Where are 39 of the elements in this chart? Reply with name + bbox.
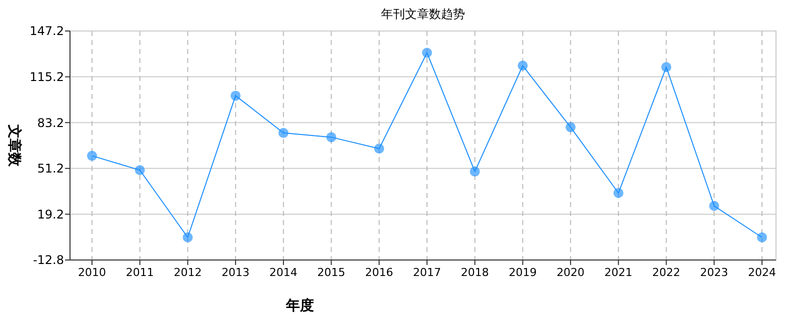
point	[326, 132, 336, 142]
x-tick-label: 2020	[556, 266, 585, 279]
x-tick-label: 2011	[126, 266, 154, 279]
point	[661, 62, 672, 72]
x-tick-label: 2016	[365, 266, 394, 279]
point	[518, 60, 528, 71]
x-tick-label: 2013	[222, 266, 250, 279]
x-tick-label: 2024	[748, 266, 776, 279]
point	[134, 165, 145, 176]
point	[278, 128, 288, 138]
x-tick-label: 2019	[508, 266, 537, 279]
point	[566, 122, 576, 132]
x-tick-label: 2014	[269, 266, 298, 279]
x-tick-label: 2017	[413, 266, 441, 279]
point	[182, 232, 193, 242]
y-tick-label: 51.2	[37, 162, 64, 176]
point	[87, 150, 97, 161]
point	[422, 48, 432, 58]
y-tick-label: -12.8	[32, 253, 64, 268]
point	[470, 166, 480, 177]
y-tick-label: 115.2	[30, 70, 64, 84]
y-tick-label: 83.2	[37, 116, 64, 130]
x-tick-label: 2018	[460, 266, 489, 279]
x-tick-label: 2022	[652, 266, 680, 279]
x-tick-label: 2012	[174, 266, 202, 279]
chart-title: 年刊文章数趋势	[381, 7, 465, 21]
x-tick-label: 2010	[78, 266, 106, 279]
point	[230, 90, 241, 101]
point	[709, 200, 720, 211]
point	[613, 188, 624, 198]
point	[757, 232, 767, 242]
x-axis-title: 年度	[285, 297, 314, 314]
y-axis-title: 文章数	[6, 124, 23, 168]
x-tick-label: 2021	[604, 266, 632, 279]
point	[374, 144, 384, 154]
y-tick-label: 147.2	[30, 24, 64, 38]
x-tick-label: 2023	[700, 266, 728, 279]
x-tick-label: 2015	[317, 266, 346, 279]
y-tick-label: 19.2	[37, 207, 64, 222]
